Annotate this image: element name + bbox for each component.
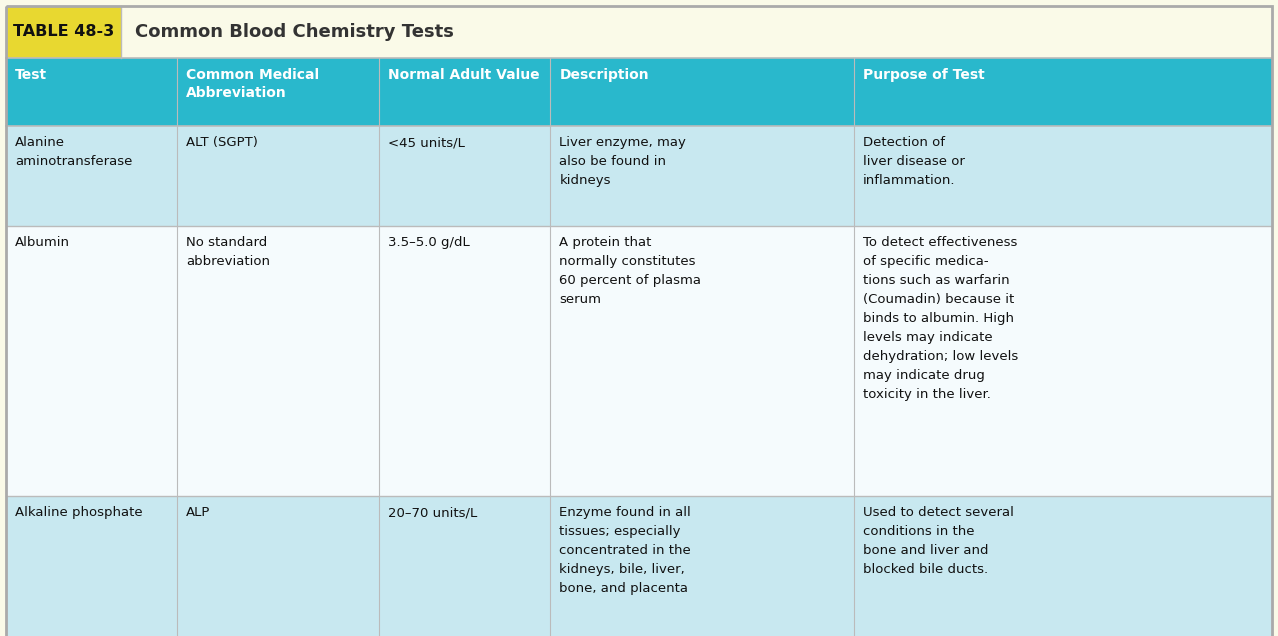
Bar <box>6 226 1272 496</box>
Text: ALP: ALP <box>185 506 211 519</box>
Text: Purpose of Test: Purpose of Test <box>863 68 985 82</box>
Bar <box>6 496 1272 636</box>
Text: Alanine
aminotransferase: Alanine aminotransferase <box>15 136 133 168</box>
Text: Description: Description <box>560 68 649 82</box>
Text: Normal Adult Value: Normal Adult Value <box>389 68 541 82</box>
Text: ALT (SGPT): ALT (SGPT) <box>185 136 258 149</box>
Text: Liver enzyme, may
also be found in
kidneys: Liver enzyme, may also be found in kidne… <box>560 136 686 187</box>
Text: TABLE 48-3: TABLE 48-3 <box>13 25 114 39</box>
Text: Albumin: Albumin <box>15 236 70 249</box>
Text: No standard
abbreviation: No standard abbreviation <box>185 236 270 268</box>
Text: Enzyme found in all
tissues; especially
concentrated in the
kidneys, bile, liver: Enzyme found in all tissues; especially … <box>560 506 691 595</box>
Text: 20–70 units/L: 20–70 units/L <box>389 506 478 519</box>
Bar <box>6 126 1272 226</box>
Text: To detect effectiveness
of specific medica-
tions such as warfarin
(Coumadin) be: To detect effectiveness of specific medi… <box>863 236 1019 401</box>
Text: <45 units/L: <45 units/L <box>389 136 465 149</box>
Text: Detection of
liver disease or
inflammation.: Detection of liver disease or inflammati… <box>863 136 965 187</box>
Bar <box>6 6 121 58</box>
Bar <box>6 58 1272 126</box>
Text: A protein that
normally constitutes
60 percent of plasma
serum: A protein that normally constitutes 60 p… <box>560 236 702 306</box>
Text: Common Medical
Abbreviation: Common Medical Abbreviation <box>185 68 320 100</box>
Text: Test: Test <box>15 68 47 82</box>
Text: Used to detect several
conditions in the
bone and liver and
blocked bile ducts.: Used to detect several conditions in the… <box>863 506 1015 576</box>
Text: Alkaline phosphate: Alkaline phosphate <box>15 506 143 519</box>
Bar <box>6 6 1272 58</box>
Text: Common Blood Chemistry Tests: Common Blood Chemistry Tests <box>135 23 454 41</box>
Text: 3.5–5.0 g/dL: 3.5–5.0 g/dL <box>389 236 470 249</box>
